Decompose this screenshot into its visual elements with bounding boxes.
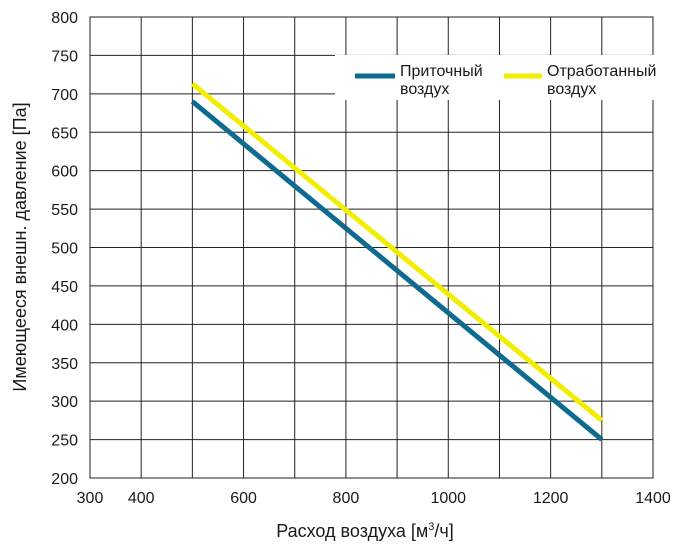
legend-label: воздух [400,81,449,98]
legend-label: Отработанный [547,63,656,80]
plot-frame [89,16,654,479]
x-tick-label: 300 [77,490,104,507]
y-tick-label: 550 [51,202,78,219]
y-tick-label: 200 [51,471,78,488]
x-tick-label: 1200 [533,490,569,507]
x-tick-label: 800 [333,490,360,507]
y-axis-title: Имеющееся внешн. давление [Па] [10,102,30,391]
grid [89,16,654,479]
y-tick-label: 400 [51,317,78,334]
series-layer [190,81,604,442]
y-tick-label: 600 [51,164,78,181]
tick-labels: 200 250 300 350 400 450 500 550 600 650 700 750 800 3… [51,10,671,507]
y-tick-label: 450 [51,279,78,296]
series-line [190,81,604,423]
x-tick-label: 400 [128,490,155,507]
x-tick-label: 1400 [635,490,671,507]
legend-label: воздух [547,81,596,98]
y-tick-label: 300 [51,394,78,411]
y-tick-label: 250 [51,433,78,450]
x-axis-title: Расход воздуха [м3/ч] [276,521,454,541]
x-tick-label: 1000 [430,490,466,507]
y-tick-label: 650 [51,125,78,142]
y-tick-label: 750 [51,48,78,65]
y-tick-label: 350 [51,356,78,373]
y-tick-label: 500 [51,241,78,258]
x-tick-label: 600 [230,490,257,507]
y-tick-label: 700 [51,87,78,104]
series-line [190,99,604,442]
y-tick-label: 800 [51,10,78,27]
legend-label: Приточный [400,63,483,80]
